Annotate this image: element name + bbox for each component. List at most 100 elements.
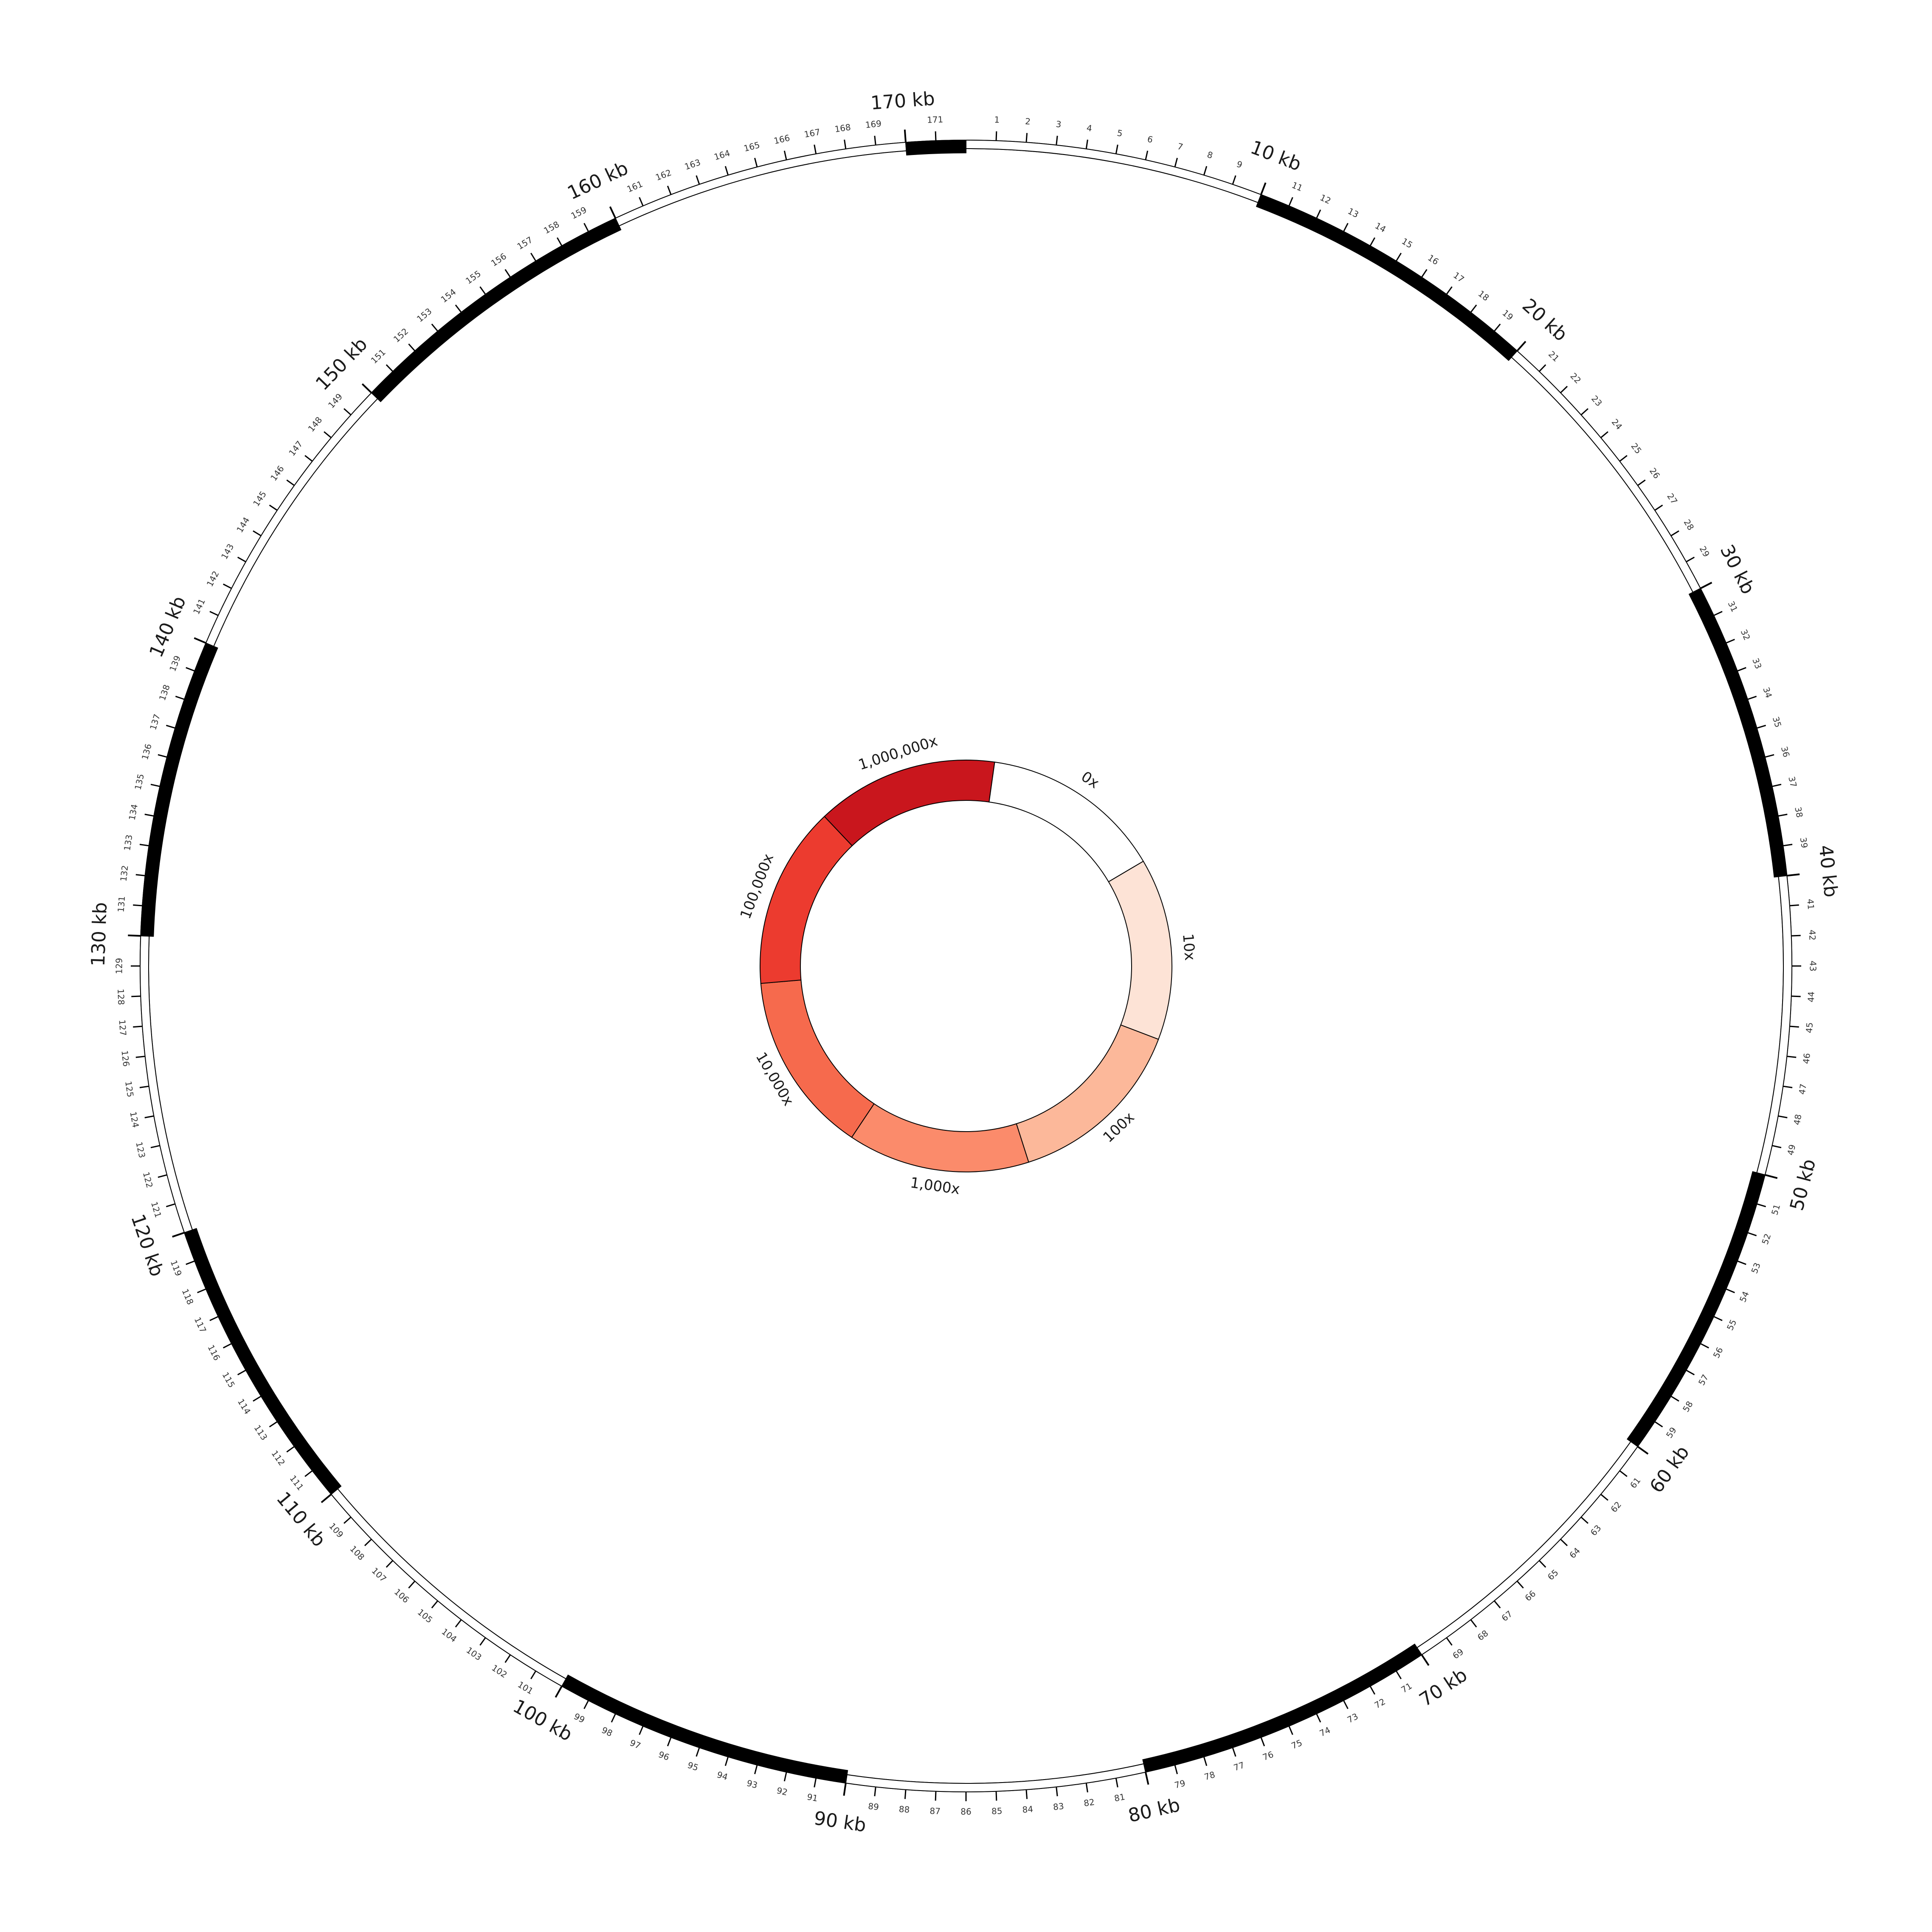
- minor-tick-label: 116: [206, 1343, 222, 1362]
- minor-tick: [667, 1737, 672, 1746]
- major-tick: [843, 1783, 847, 1796]
- minor-tick: [696, 1747, 700, 1757]
- minor-tick: [995, 1791, 997, 1801]
- minor-tick-label: 2: [1025, 116, 1031, 127]
- major-tick: [904, 130, 907, 143]
- minor-tick-label: 97: [628, 1738, 642, 1751]
- backbone-segment: [1688, 588, 1788, 878]
- minor-tick: [1619, 455, 1628, 462]
- minor-tick-label: 39: [1798, 836, 1810, 849]
- backbone-segment: [1142, 1643, 1422, 1773]
- minor-tick: [455, 1619, 462, 1628]
- minor-tick: [1778, 1115, 1788, 1118]
- minor-tick-label: 34: [1761, 686, 1774, 699]
- minor-tick: [253, 1395, 262, 1402]
- minor-tick-label: 22: [1568, 371, 1583, 386]
- minor-tick: [1713, 611, 1723, 616]
- minor-tick: [1783, 1085, 1793, 1088]
- minor-tick: [667, 186, 672, 195]
- minor-tick-label: 129: [114, 958, 124, 974]
- major-tick-label: 120 kb: [127, 1211, 168, 1279]
- legend-swatch: [851, 1103, 1029, 1172]
- minor-tick: [1316, 1713, 1321, 1723]
- minor-tick-label: 117: [192, 1315, 208, 1335]
- minor-tick: [530, 253, 537, 262]
- minor-tick: [324, 431, 332, 438]
- backbone-segment: [1627, 1171, 1766, 1448]
- minor-tick-label: 17: [1451, 270, 1466, 284]
- minor-tick: [1203, 166, 1208, 175]
- minor-tick-label: 139: [167, 654, 183, 673]
- major-tick: [194, 637, 206, 644]
- minor-tick: [1772, 1145, 1782, 1149]
- minor-tick-label: 147: [287, 439, 304, 458]
- minor-tick-label: 169: [865, 118, 882, 130]
- minor-tick-label: 155: [464, 268, 483, 286]
- backbone-segment: [845, 1763, 1146, 1792]
- minor-tick: [1757, 1203, 1766, 1208]
- minor-tick-label: 3: [1055, 119, 1062, 130]
- minor-tick: [1115, 144, 1118, 154]
- minor-tick-label: 124: [128, 1111, 141, 1129]
- minor-tick-label: 157: [515, 234, 534, 251]
- minor-tick-label: 64: [1567, 1546, 1582, 1560]
- minor-tick: [724, 1757, 729, 1766]
- minor-tick: [1726, 1288, 1735, 1293]
- minor-tick: [1670, 1395, 1679, 1402]
- minor-tick-label: 143: [219, 542, 236, 561]
- minor-tick-label: 21: [1546, 349, 1561, 364]
- minor-tick: [131, 995, 141, 997]
- minor-tick-label: 12: [1318, 192, 1332, 206]
- minor-tick: [209, 1316, 219, 1321]
- major-tick: [361, 383, 372, 394]
- minor-tick-label: 131: [115, 896, 127, 912]
- minor-tick: [1421, 269, 1428, 278]
- minor-tick: [814, 1778, 817, 1788]
- minor-tick-label: 29: [1698, 544, 1712, 559]
- minor-tick: [1772, 783, 1782, 787]
- legend-label: 10x: [1179, 933, 1198, 961]
- major-tick: [1421, 1654, 1430, 1666]
- minor-tick-label: 23: [1589, 394, 1604, 408]
- minor-tick-label: 68: [1476, 1628, 1490, 1643]
- minor-tick-label: 126: [119, 1050, 131, 1067]
- minor-tick-label: 71: [1399, 1681, 1414, 1695]
- backbone-segment: [561, 1674, 848, 1784]
- minor-tick-label: 92: [776, 1785, 789, 1797]
- minor-tick: [504, 1654, 511, 1663]
- minor-tick-label: 44: [1806, 991, 1817, 1003]
- minor-tick-label: 33: [1750, 656, 1764, 670]
- minor-tick-label: 58: [1681, 1399, 1695, 1414]
- major-tick: [1260, 182, 1267, 195]
- minor-tick-label: 6: [1146, 134, 1154, 145]
- minor-tick-label: 171: [927, 114, 943, 125]
- minor-tick-label: 122: [141, 1171, 155, 1189]
- minor-tick-label: 159: [569, 205, 589, 221]
- minor-tick: [783, 150, 787, 160]
- minor-tick: [158, 754, 167, 758]
- minor-tick: [814, 144, 817, 154]
- minor-tick-label: 166: [773, 132, 791, 146]
- minor-tick-label: 14: [1373, 220, 1388, 234]
- minor-tick-label: 67: [1499, 1608, 1514, 1623]
- minor-tick-label: 76: [1261, 1749, 1275, 1763]
- minor-tick-label: 16: [1426, 253, 1440, 267]
- legend-label: 1,000x: [909, 1174, 961, 1198]
- minor-tick: [197, 1288, 206, 1293]
- minor-tick-label: 37: [1786, 775, 1799, 788]
- minor-tick: [269, 1421, 278, 1428]
- minor-tick: [286, 1446, 295, 1453]
- minor-tick-label: 149: [326, 391, 344, 410]
- minor-tick-label: 48: [1791, 1113, 1803, 1126]
- minor-tick: [455, 304, 462, 313]
- backbone-segment: [1511, 350, 1701, 593]
- minor-tick-label: 87: [929, 1806, 941, 1817]
- major-tick-label: 160 kb: [564, 157, 632, 204]
- minor-tick: [479, 1637, 486, 1646]
- minor-tick-label: 138: [157, 683, 172, 702]
- minor-tick-label: 137: [148, 713, 162, 731]
- minor-tick-label: 45: [1804, 1022, 1815, 1034]
- minor-tick-label: 151: [369, 347, 388, 366]
- minor-tick: [754, 1765, 758, 1774]
